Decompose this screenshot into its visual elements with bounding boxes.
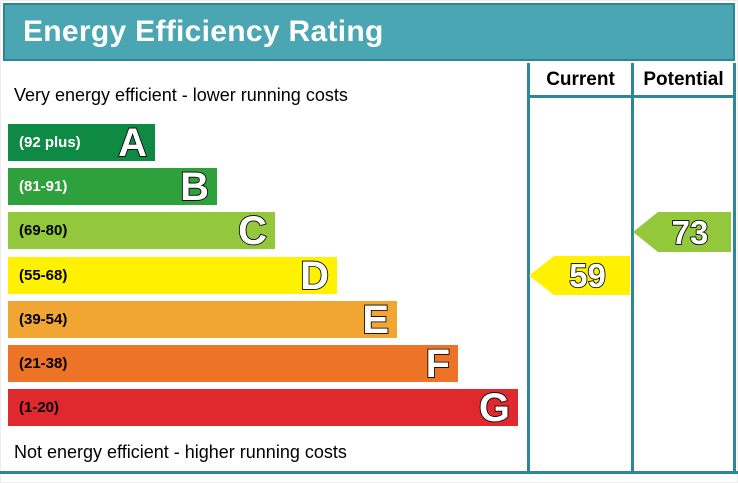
band-d-range-label: (55-68) [19,267,68,284]
page-title: Energy Efficiency Rating [23,15,384,48]
top-caption: Very energy efficient - lower running co… [14,85,348,105]
potential-rating-arrow: 73 [633,212,731,252]
band-d-letter: D [299,253,330,298]
band-b: (81-91) B [8,164,217,209]
band-g: (1-20) G [8,385,518,430]
band-c-letter: C [237,208,268,253]
band-d: (55-68) D [8,253,337,298]
potential-rating-value: 73 [671,213,709,251]
band-e-letter: E [361,297,389,342]
table-left-border-line [527,63,530,474]
table-right-border-line [733,63,736,474]
table-header-underline [527,95,736,98]
band-f: (21-38) F [8,341,458,386]
band-b-letter: B [179,164,210,209]
current-rating-arrow: 59 [529,256,630,295]
band-f-letter: F [425,341,451,386]
band-a-letter: A [117,120,148,165]
bottom-caption: Not energy efficient - higher running co… [14,442,347,462]
band-g-range-label: (1-20) [19,399,60,416]
band-c: (69-80) C [8,208,275,253]
chart-bottom-border-line [0,471,738,474]
band-e-range-label: (39-54) [19,311,68,328]
potential-column-header: Potential [643,69,724,90]
band-b-range-label: (81-91) [19,178,68,195]
band-e: (39-54) E [8,297,397,342]
band-a: (92 plus) A [8,120,155,165]
band-a-range-label: (92 plus) [19,134,81,151]
current-rating-value: 59 [568,257,606,294]
header-banner: Energy Efficiency Rating [3,3,735,61]
band-g-letter: G [478,385,511,430]
band-f-range-label: (21-38) [19,355,68,372]
current-column-header: Current [546,69,615,90]
band-c-range-label: (69-80) [19,222,68,239]
table-middle-border-line [631,63,634,474]
